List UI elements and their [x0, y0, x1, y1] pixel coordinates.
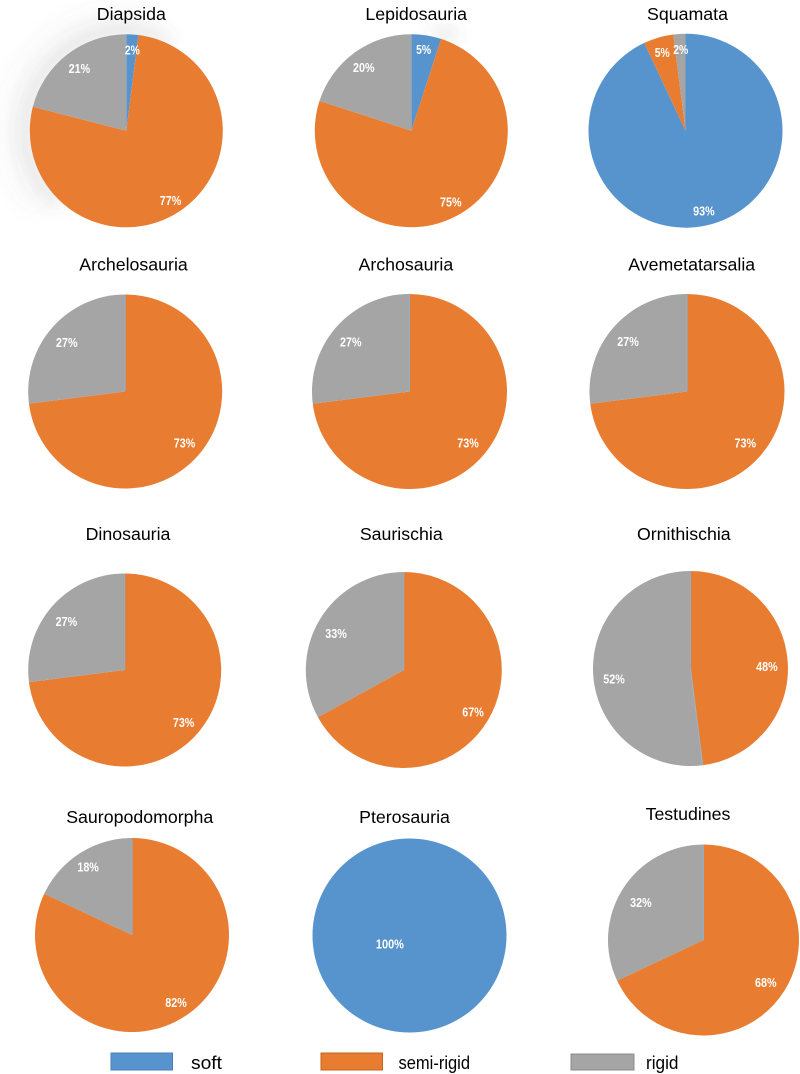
- svg-text:21%: 21%: [69, 61, 91, 76]
- svg-text:48%: 48%: [756, 659, 778, 674]
- svg-text:67%: 67%: [462, 705, 484, 720]
- svg-text:27%: 27%: [340, 335, 362, 350]
- svg-text:18%: 18%: [77, 860, 99, 875]
- svg-text:semi-rigid: semi-rigid: [399, 1053, 471, 1073]
- svg-text:Squamata: Squamata: [647, 4, 728, 24]
- svg-text:82%: 82%: [165, 995, 187, 1010]
- svg-text:soft: soft: [191, 1053, 222, 1073]
- svg-text:20%: 20%: [353, 60, 375, 75]
- svg-text:Lepidosauria: Lepidosauria: [365, 4, 467, 24]
- svg-text:Archosauria: Archosauria: [359, 255, 454, 275]
- svg-text:2%: 2%: [125, 43, 140, 58]
- svg-text:73%: 73%: [735, 435, 757, 450]
- svg-text:100%: 100%: [376, 936, 404, 951]
- svg-text:73%: 73%: [457, 436, 479, 451]
- svg-text:Sauropodomorpha: Sauropodomorpha: [66, 807, 213, 827]
- svg-text:Archelosauria: Archelosauria: [79, 255, 188, 275]
- svg-text:rigid: rigid: [646, 1053, 679, 1073]
- svg-text:52%: 52%: [603, 671, 625, 686]
- svg-text:Testudines: Testudines: [646, 804, 731, 824]
- svg-text:77%: 77%: [160, 193, 182, 208]
- svg-text:73%: 73%: [173, 715, 195, 730]
- svg-text:Dinosauria: Dinosauria: [86, 524, 171, 544]
- svg-text:32%: 32%: [630, 895, 652, 910]
- svg-text:73%: 73%: [174, 436, 196, 451]
- svg-text:Pterosauria: Pterosauria: [359, 807, 450, 827]
- svg-text:27%: 27%: [617, 334, 639, 349]
- svg-text:68%: 68%: [755, 975, 777, 990]
- svg-text:27%: 27%: [56, 335, 78, 350]
- svg-text:5%: 5%: [416, 42, 431, 57]
- svg-text:Avemetatarsalia: Avemetatarsalia: [628, 255, 755, 275]
- svg-text:27%: 27%: [56, 614, 78, 629]
- svg-text:Ornithischia: Ornithischia: [637, 524, 731, 544]
- svg-text:93%: 93%: [693, 203, 715, 218]
- svg-text:2%: 2%: [673, 42, 688, 57]
- svg-text:Saurischia: Saurischia: [360, 524, 443, 544]
- svg-text:5%: 5%: [655, 45, 670, 60]
- svg-text:75%: 75%: [440, 195, 462, 210]
- svg-text:33%: 33%: [325, 626, 347, 641]
- svg-text:Diapsida: Diapsida: [97, 4, 166, 24]
